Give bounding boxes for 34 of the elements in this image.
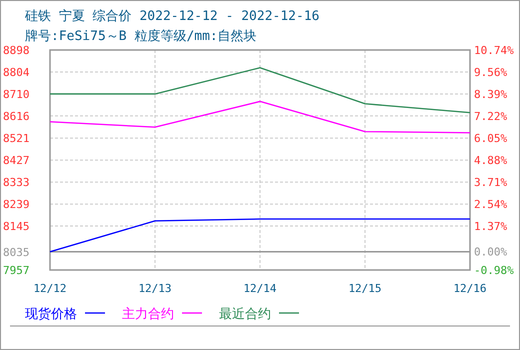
x-tick-label: 12/16 (453, 282, 487, 295)
x-tick-label: 12/13 (138, 282, 172, 295)
legend-label: 现货价格 (25, 307, 77, 322)
y-tick-label: 8333 (3, 176, 30, 190)
y-tick-label: 7957 (3, 264, 30, 277)
y-tick-label: 8035 (3, 246, 30, 259)
chart-title: 硅铁 宁夏 综合价 2022-12-12 - 2022-12-16 (24, 8, 320, 24)
chart-subtitle: 牌号:FeSi75～B 粒度等级/mm:自然块 (25, 28, 257, 44)
y-tick-label: 8804 (3, 66, 30, 79)
y2-tick-label: 8.39% (474, 88, 508, 102)
x-tick-label: 12/15 (348, 282, 382, 295)
y-tick-label: 8239 (3, 198, 30, 212)
y2-tick-label: 4.88% (474, 154, 508, 167)
legend-label: 主力合约 (122, 306, 174, 322)
x-tick-label: 12/14 (243, 282, 277, 295)
y-tick-label: 8521 (3, 132, 30, 146)
line-series (49, 100, 471, 134)
y-tick-label: 8616 (3, 110, 30, 123)
legend-label: 最近合约 (219, 307, 271, 322)
y2-tick-label: -0.98% (474, 264, 514, 277)
y2-tick-label: 6.05% (474, 132, 508, 146)
y2-tick-label: 10.74% (474, 44, 514, 57)
line-series (49, 67, 471, 114)
y2-tick-label: 9.56% (474, 66, 508, 80)
y2-tick-label: 0.00% (474, 246, 508, 259)
y-tick-label: 8427 (3, 154, 30, 168)
y2-tick-label: 2.54% (474, 198, 508, 211)
x-tick-label: 12/12 (33, 282, 67, 295)
y-tick-label: 8145 (3, 220, 30, 234)
y-tick-label: 8710 (3, 88, 30, 101)
y2-tick-label: 3.71% (474, 176, 508, 189)
y2-tick-label: 7.22% (474, 110, 508, 124)
y-tick-label: 8898 (3, 44, 30, 57)
y2-tick-label: 1.37% (474, 220, 508, 233)
